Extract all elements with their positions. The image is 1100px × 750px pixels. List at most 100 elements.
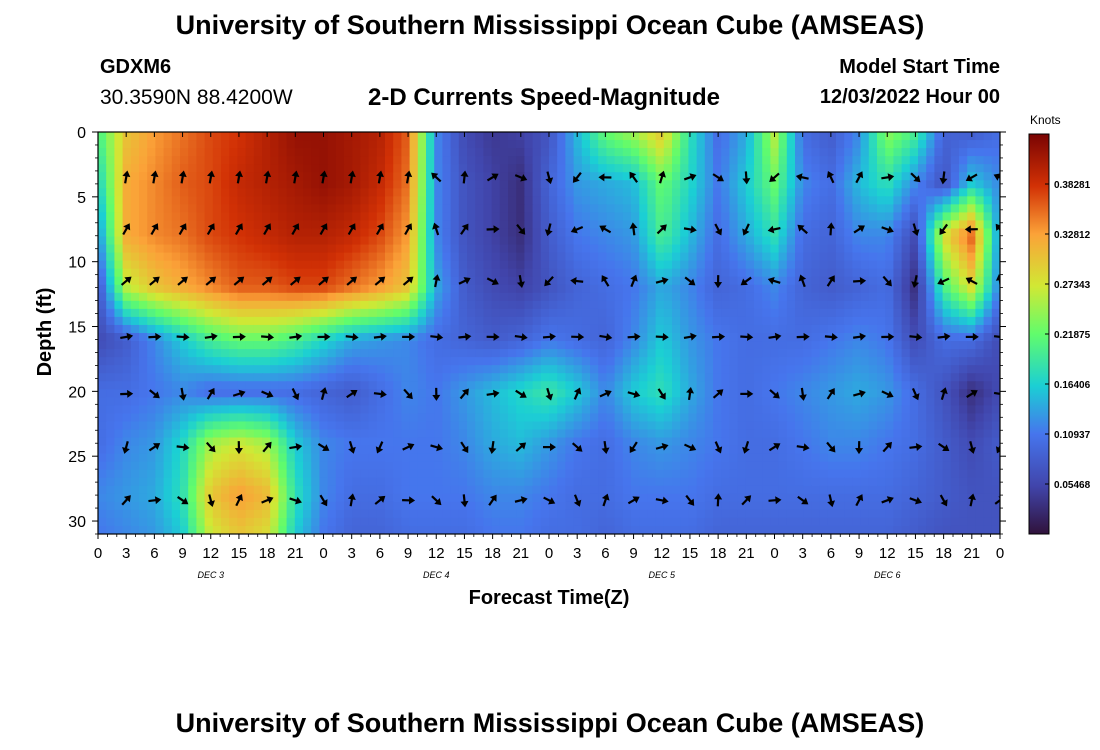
heatmap-cell xyxy=(811,485,821,495)
heatmap-cell xyxy=(647,260,657,270)
heatmap-cell xyxy=(467,349,476,358)
heatmap-cell xyxy=(950,196,960,205)
heatmap-cell xyxy=(335,140,345,149)
heatmap-cell xyxy=(245,204,255,213)
heatmap-cell xyxy=(237,308,247,318)
heatmap-cell xyxy=(877,172,886,181)
heatmap-cell xyxy=(590,373,599,382)
heatmap-cell xyxy=(622,429,632,439)
heatmap-cell xyxy=(393,308,402,318)
heatmap-cell xyxy=(376,397,386,406)
heatmap-cell xyxy=(852,421,862,431)
chart-title: University of Southern Mississippi Ocean… xyxy=(175,10,925,40)
heatmap-cell xyxy=(557,164,566,173)
heatmap-cell xyxy=(245,461,255,471)
heatmap-cell xyxy=(499,268,509,278)
heatmap-cell xyxy=(204,477,214,487)
heatmap-cell xyxy=(516,405,525,414)
heatmap-cell xyxy=(401,260,411,270)
heatmap-cell xyxy=(614,172,624,181)
heatmap-cell xyxy=(713,164,722,173)
heatmap-cell xyxy=(918,453,927,463)
heatmap-cell xyxy=(631,268,640,278)
heatmap-cell xyxy=(393,469,402,479)
heatmap-cell xyxy=(508,389,517,398)
heatmap-cell xyxy=(188,405,197,414)
heatmap-cell xyxy=(786,196,796,205)
heatmap-cell xyxy=(877,397,886,406)
heatmap-cell xyxy=(540,324,550,334)
heatmap-cell xyxy=(614,244,624,254)
heatmap-cell xyxy=(344,373,353,382)
heatmap-cell xyxy=(237,212,247,222)
heatmap-cell xyxy=(803,421,812,431)
heatmap-cell xyxy=(598,421,607,431)
heatmap-cell xyxy=(221,172,230,181)
heatmap-cell xyxy=(253,180,263,189)
heatmap-cell xyxy=(303,365,312,374)
heatmap-cell xyxy=(98,389,107,398)
heatmap-cell xyxy=(803,324,812,334)
heatmap-cell xyxy=(745,132,755,141)
heatmap-cell xyxy=(581,148,591,157)
heatmap-cell xyxy=(393,341,402,350)
heatmap-cell xyxy=(860,220,870,230)
heatmap-cell xyxy=(98,244,107,254)
heatmap-cell xyxy=(442,421,452,431)
heatmap-cell xyxy=(311,244,320,254)
heatmap-cell xyxy=(467,469,476,479)
heatmap-cell xyxy=(401,180,411,189)
heatmap-cell xyxy=(655,341,665,350)
heatmap-cell xyxy=(581,292,591,302)
heatmap-cell xyxy=(327,349,337,358)
heatmap-cell xyxy=(352,316,361,326)
heatmap-cell xyxy=(409,244,419,254)
heatmap-cell xyxy=(942,316,952,326)
heatmap-cell xyxy=(852,212,862,222)
heatmap-cell xyxy=(622,276,632,286)
heatmap-cell xyxy=(508,268,517,278)
heatmap-cell xyxy=(245,148,255,157)
heatmap-cell xyxy=(975,268,985,278)
heatmap-cell xyxy=(868,365,878,374)
heatmap-cell xyxy=(196,252,206,262)
heatmap-cell xyxy=(524,204,534,213)
heatmap-cell xyxy=(442,228,452,238)
heatmap-cell xyxy=(680,300,689,310)
heatmap-cell xyxy=(549,212,558,222)
heatmap-cell xyxy=(688,316,698,326)
heatmap-cell xyxy=(852,357,862,366)
heatmap-cell xyxy=(483,260,493,270)
heatmap-cell xyxy=(762,357,771,366)
heatmap-cell xyxy=(499,357,509,366)
heatmap-cell xyxy=(171,300,181,310)
heatmap-cell xyxy=(893,308,903,318)
heatmap-cell xyxy=(631,373,640,382)
heatmap-cell xyxy=(606,252,616,262)
heatmap-cell xyxy=(442,324,452,334)
heatmap-cell xyxy=(229,284,238,294)
heatmap-cell xyxy=(836,180,845,189)
heatmap-cell xyxy=(950,461,960,471)
heatmap-cell xyxy=(163,373,173,382)
heatmap-cell xyxy=(786,469,796,479)
heatmap-cell xyxy=(221,284,230,294)
heatmap-cell xyxy=(762,381,771,390)
heatmap-cell xyxy=(401,292,411,302)
heatmap-cell xyxy=(401,300,411,310)
heatmap-cell xyxy=(680,365,689,374)
heatmap-cell xyxy=(975,292,985,302)
heatmap-cell xyxy=(819,316,829,326)
heatmap-cell xyxy=(450,188,460,197)
heatmap-cell xyxy=(647,389,657,398)
heatmap-cell xyxy=(278,469,288,479)
heatmap-cell xyxy=(598,156,607,165)
heatmap-cell xyxy=(975,228,985,238)
heatmap-cell xyxy=(836,284,845,294)
heatmap-cell xyxy=(475,469,484,479)
heatmap-cell xyxy=(631,308,640,318)
heatmap-cell xyxy=(335,421,345,431)
heatmap-cell xyxy=(819,341,829,350)
heatmap-cell xyxy=(352,429,361,439)
heatmap-cell xyxy=(852,292,862,302)
